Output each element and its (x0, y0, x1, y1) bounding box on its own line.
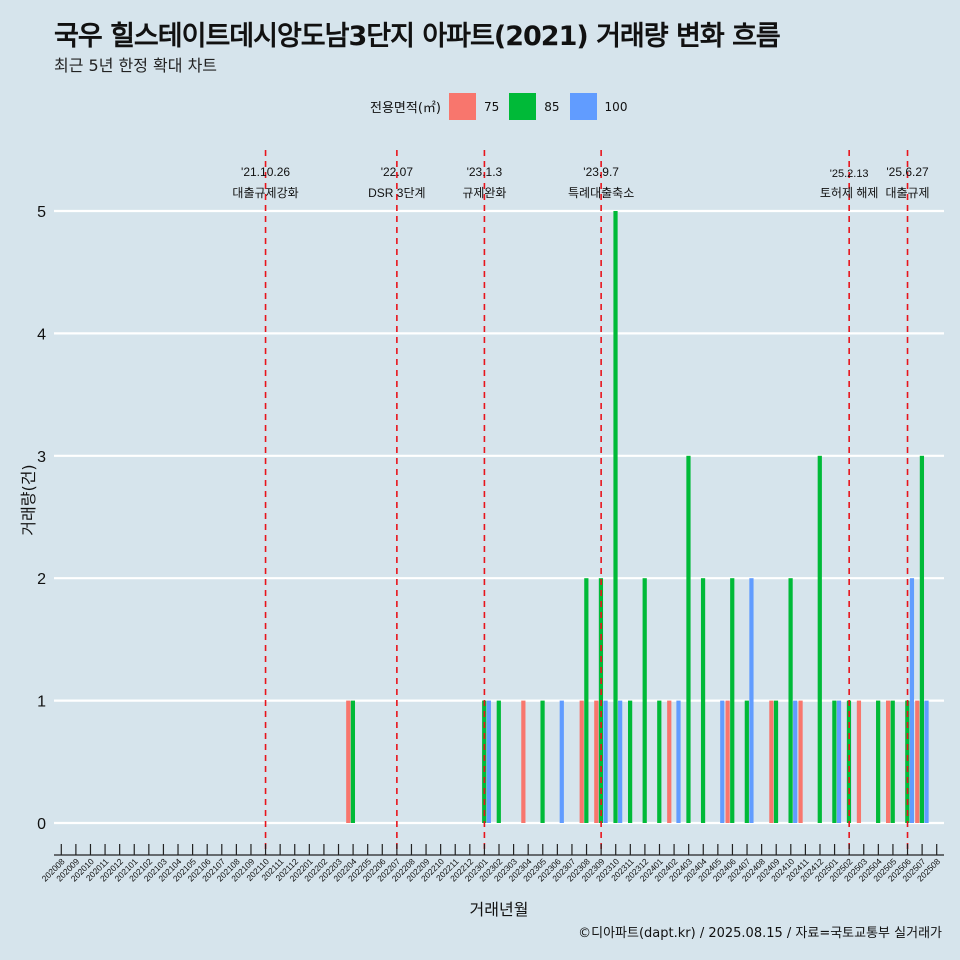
bar-85-202506 (905, 700, 910, 823)
bar-85-202505 (890, 700, 895, 823)
event-label-202502: 토허제 해제 (820, 186, 879, 200)
bar-75-202406 (725, 700, 730, 823)
bar-85-202305 (540, 700, 545, 823)
legend-label-75: 75 (483, 99, 500, 114)
bar-100-202501 (836, 700, 842, 823)
y-tick-label-2: 2 (37, 571, 46, 588)
bar-75-202402 (667, 700, 672, 823)
event-label-202110: 대출규제강화 (232, 186, 298, 200)
bar-85-202501 (832, 700, 837, 823)
legend-label-85: 85 (544, 99, 560, 114)
bar-85-202403 (686, 455, 691, 823)
bar-75-202304 (521, 700, 526, 823)
legend-title: 전용면적(㎡) (370, 101, 441, 116)
chart-title: 국우 힐스테이트데시앙도남3단지 아파트(2021) 거래량 변화 흐름 (54, 21, 781, 52)
bar-100-202402 (676, 700, 681, 823)
y-tick-label-3: 3 (37, 449, 46, 466)
legend: 전용면적(㎡) 75 85 100 (370, 93, 637, 120)
event-date-202506: '25.6.27 (886, 165, 929, 179)
bar-85-202407 (744, 700, 749, 823)
y-tick-label-5: 5 (37, 204, 46, 221)
legend-swatch-100 (569, 93, 597, 120)
bar-75-202411 (798, 700, 803, 823)
bar-100-202506 (909, 578, 915, 823)
event-date-202502: '25.2.13 (830, 168, 869, 180)
source-caption: ©디아파트(dapt.kr) / 2025.08.15 / 자료=국토교통부 실… (578, 926, 942, 941)
bar-85-202409 (773, 700, 779, 823)
event-date-202207: '22.07 (381, 165, 414, 179)
bar-75-202505 (886, 700, 891, 823)
bar-75-202503 (856, 700, 862, 823)
y-tick-label-1: 1 (37, 694, 46, 711)
bar-75-202507 (915, 700, 920, 823)
bar-85-202308 (584, 578, 589, 823)
y-axis-title: 거래량(건) (19, 464, 38, 535)
bar-85-202404 (700, 578, 706, 823)
legend-item-85: 85 (509, 93, 563, 120)
bar-75-202308 (579, 700, 584, 823)
legend-label-100: 100 (604, 99, 628, 114)
event-label-202506: 대출규제 (885, 186, 929, 200)
bar-85-202310 (613, 211, 618, 823)
legend-swatch-75 (448, 93, 476, 120)
bar-100-202309 (603, 700, 608, 823)
bar-75-202204 (346, 700, 351, 823)
bar-100-202405 (720, 700, 725, 823)
bar-100-202306 (559, 700, 564, 823)
legend-item-75: 75 (448, 93, 503, 120)
y-tick-label-0: 0 (37, 816, 46, 833)
bar-100-202507 (924, 700, 929, 823)
bar-85-202412 (817, 455, 822, 823)
event-label-202207: DSR 3단계 (368, 186, 425, 200)
bar-75-202309 (594, 700, 599, 823)
bar-85-202410 (788, 578, 793, 823)
bar-75-202409 (769, 700, 774, 823)
bar-100-202301 (486, 700, 491, 823)
event-date-202301: '23.1.3 (467, 165, 503, 179)
bar-85-202311 (628, 700, 633, 823)
bar-85-202312 (642, 578, 647, 823)
bar-85-202204 (350, 700, 356, 823)
legend-swatch-85 (509, 93, 537, 120)
bar-100-202310 (618, 700, 623, 823)
event-date-202110: '21.10.26 (241, 165, 290, 179)
y-tick-label-4: 4 (37, 326, 46, 343)
bar-85-202504 (876, 700, 881, 823)
event-date-202309: '23.9.7 (583, 165, 619, 179)
legend-item-100: 100 (569, 93, 632, 120)
bar-85-202502 (846, 700, 852, 823)
bar-100-202410 (793, 700, 798, 823)
chart-subtitle: 최근 5년 한정 확대 차트 (54, 56, 218, 75)
event-label-202309: 특례대출축소 (568, 186, 634, 200)
bar-85-202507 (919, 455, 925, 823)
x-axis-title: 거래년월 (470, 900, 529, 919)
event-label-202301: 규제완화 (462, 186, 506, 200)
bar-85-202401 (657, 700, 662, 823)
bar-85-202406 (730, 578, 735, 823)
bar-100-202407 (749, 578, 754, 823)
bar-85-202301 (482, 700, 487, 823)
bar-85-202302 (496, 700, 501, 823)
